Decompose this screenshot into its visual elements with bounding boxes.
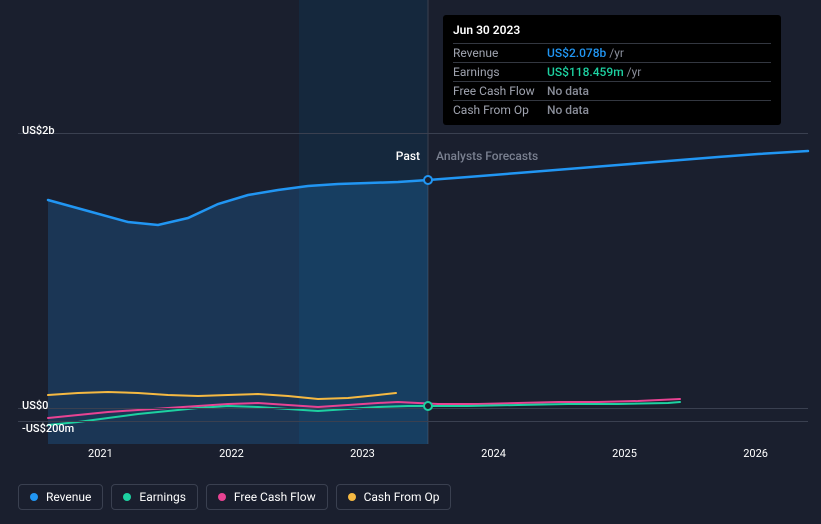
marker-earnings (423, 401, 433, 411)
tooltip-row-suffix: /yr (627, 65, 642, 79)
chart-area: US$2bUS$0-US$200m20212022202320242025202… (18, 0, 818, 444)
legend-item-earnings[interactable]: Earnings (111, 484, 198, 510)
legend-label: Earnings (139, 490, 186, 504)
y-axis-label: US$0 (22, 399, 48, 412)
x-axis-label: 2026 (743, 447, 768, 460)
tooltip-row-label: Earnings (453, 65, 547, 79)
past-label: Past (396, 149, 420, 163)
x-axis-label: 2023 (350, 447, 375, 460)
tooltip-row: RevenueUS$2.078b/yr (453, 43, 771, 62)
x-axis-label: 2025 (612, 447, 637, 460)
tooltip-row: Free Cash FlowNo data (453, 81, 771, 100)
x-axis-label: 2021 (88, 447, 113, 460)
y-axis-label: US$2b (22, 124, 55, 137)
tooltip-row-suffix: /yr (609, 46, 624, 60)
tooltip-row: EarningsUS$118.459m/yr (453, 62, 771, 81)
tooltip-row-label: Cash From Op (453, 103, 547, 117)
legend-dot (30, 493, 38, 501)
gridline (18, 421, 808, 422)
tooltip-row-label: Free Cash Flow (453, 84, 547, 98)
y-axis-label: -US$200m (22, 422, 74, 435)
legend-label: Revenue (46, 490, 91, 504)
tooltip: Jun 30 2023RevenueUS$2.078b/yrEarningsUS… (443, 15, 781, 125)
tooltip-row: Cash From OpNo data (453, 100, 771, 119)
legend-item-free-cash-flow[interactable]: Free Cash Flow (206, 484, 328, 510)
forecast-label: Analysts Forecasts (436, 149, 538, 163)
tooltip-row-label: Revenue (453, 46, 547, 60)
legend-dot (348, 493, 356, 501)
x-axis-label: 2024 (481, 447, 506, 460)
tooltip-row-value: No data (547, 84, 589, 98)
legend-label: Cash From Op (364, 490, 440, 504)
legend-item-revenue[interactable]: Revenue (18, 484, 103, 510)
tooltip-row-value: No data (547, 103, 589, 117)
legend-item-cash-from-op[interactable]: Cash From Op (336, 484, 452, 510)
gridline (18, 133, 808, 134)
tooltip-title: Jun 30 2023 (453, 23, 771, 43)
tooltip-row-value: US$118.459m (547, 65, 624, 79)
legend-dot (218, 493, 226, 501)
legend-label: Free Cash Flow (234, 490, 316, 504)
gridline (18, 408, 808, 409)
tooltip-row-value: US$2.078b (547, 46, 606, 60)
x-axis-label: 2022 (219, 447, 244, 460)
marker-revenue (423, 175, 433, 185)
legend: Revenue Earnings Free Cash Flow Cash From O… (18, 484, 451, 510)
legend-dot (123, 493, 131, 501)
